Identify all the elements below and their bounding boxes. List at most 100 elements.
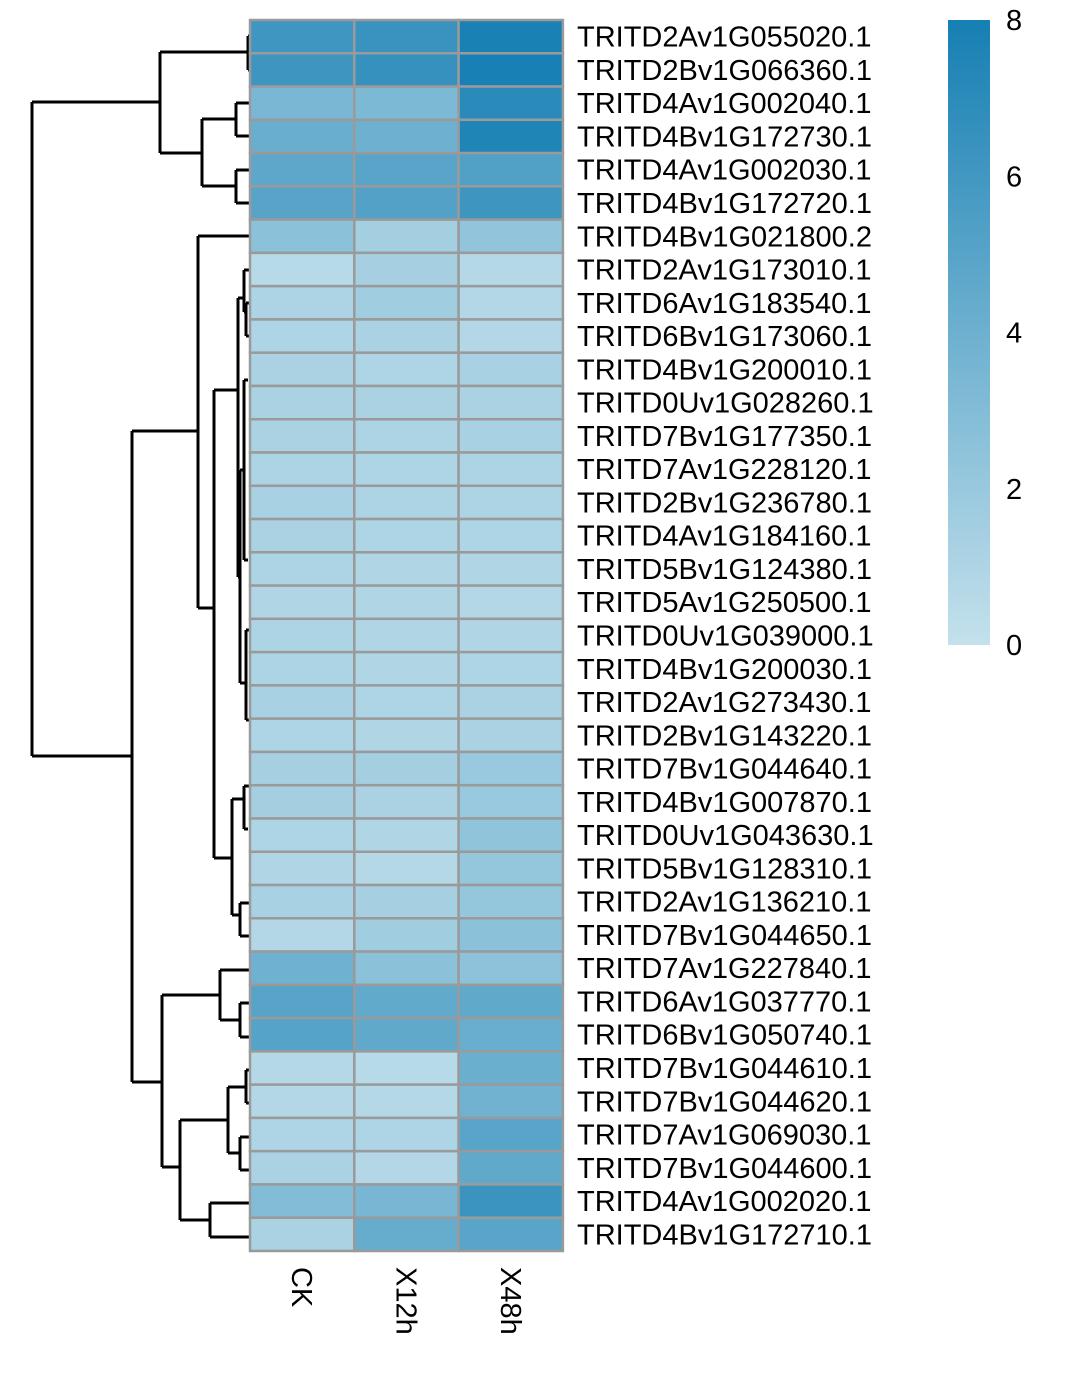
heatmap-cell: [353, 717, 460, 754]
heatmap-cell: [457, 584, 565, 621]
dendrogram-branch: [208, 1201, 250, 1239]
heatmap-cell: [457, 1183, 565, 1219]
heatmap-cell: [457, 850, 565, 887]
row-label: TRITD5Bv1G124380.1: [577, 554, 872, 586]
row-label: TRITD5Bv1G128310.1: [577, 853, 872, 885]
heatmap-cell: [353, 218, 460, 255]
heatmap-cell: [248, 417, 356, 454]
legend-tick-label: 2: [1006, 474, 1022, 506]
heatmap-cell: [457, 617, 565, 654]
heatmap-cell: [457, 384, 565, 421]
dendrogram-branch: [30, 100, 160, 758]
heatmap-cell: [248, 1050, 356, 1086]
row-label: TRITD7Av1G227840.1: [577, 953, 871, 985]
heatmap-cell: [353, 118, 460, 155]
heatmap-cell: [353, 1149, 460, 1186]
heatmap-cell: [457, 85, 565, 122]
row-label: TRITD6Av1G183540.1: [577, 288, 871, 320]
heatmap-cell: [248, 650, 356, 687]
heatmap-cell: [248, 1216, 356, 1253]
heatmap-cell: [457, 218, 565, 255]
column-label: X12h: [389, 1267, 421, 1335]
heatmap-cell: [248, 850, 356, 887]
dendrogram-branch: [226, 1085, 246, 1155]
heatmap-cell: [248, 983, 356, 1020]
row-label: TRITD4Av1G184160.1: [577, 521, 871, 553]
row-label: TRITD2Bv1G236780.1: [577, 487, 872, 519]
heatmap-cell: [457, 18, 565, 55]
heatmap-cell: [353, 517, 460, 554]
heatmap-cell: [353, 52, 460, 88]
heatmap-cell: [248, 617, 356, 654]
row-label: TRITD4Bv1G200030.1: [577, 654, 872, 686]
row-label: TRITD2Av1G055020.1: [577, 22, 871, 54]
dendrogram-branch: [234, 168, 250, 205]
row-labels: TRITD2Av1G055020.1TRITD2Bv1G066360.1TRIT…: [577, 22, 874, 1252]
heatmap-cell: [457, 185, 565, 221]
row-label: TRITD4Bv1G021800.2: [577, 221, 872, 253]
dendrogram-branch: [212, 388, 238, 860]
heatmap-cell: [353, 85, 460, 122]
row-label: TRITD4Bv1G172730.1: [577, 121, 872, 153]
heatmap-cell: [457, 750, 565, 787]
row-label: TRITD7Bv1G044600.1: [577, 1153, 872, 1185]
heatmap-cell: [457, 717, 565, 754]
row-dendrogram: [30, 34, 250, 1239]
heatmap-cell: [353, 417, 460, 454]
heatmap-cell: [353, 318, 460, 354]
row-label: TRITD7Av1G228120.1: [577, 454, 871, 486]
heatmap-cell: [248, 1083, 356, 1120]
heatmap-cell: [457, 1083, 565, 1120]
dendrogram-branch: [178, 1118, 228, 1222]
heatmap-cell: [353, 1216, 460, 1253]
heatmap-cell: [248, 151, 356, 188]
heatmap-cell: [248, 950, 356, 987]
heatmap-cell: [248, 318, 356, 354]
dendrogram-branch: [196, 234, 250, 610]
dendrogram-branch: [160, 993, 220, 1169]
row-label: TRITD2Av1G136210.1: [577, 887, 871, 919]
heatmap-cell: [457, 351, 565, 388]
row-label: TRITD7Bv1G044650.1: [577, 920, 872, 952]
heatmap-cell: [353, 551, 460, 587]
heatmap-cell: [457, 451, 565, 488]
dendrogram-branch: [238, 901, 250, 938]
heatmap-cell: [457, 1216, 565, 1253]
heatmap-cell: [353, 1083, 460, 1120]
dendrogram-branch: [230, 797, 244, 917]
heatmap-cell: [248, 484, 356, 521]
heatmap-cell: [353, 817, 460, 853]
heatmap-cell: [248, 384, 356, 421]
heatmap-cell: [457, 917, 565, 953]
heatmap-cell: [457, 1149, 565, 1186]
column-labels: CK X12h X48h: [285, 1267, 526, 1335]
row-label: TRITD2Av1G273430.1: [577, 687, 871, 719]
heatmap-cell: [457, 284, 565, 321]
heatmap-cell: [248, 284, 356, 321]
dendrogram-branch: [200, 117, 236, 188]
heatmap-cell: [353, 650, 460, 687]
heatmap-cell: [353, 1183, 460, 1219]
dendrogram-branch: [238, 1135, 250, 1172]
heatmap-cell: [457, 484, 565, 521]
heatmap-cell: [353, 284, 460, 321]
row-label: TRITD7Bv1G044620.1: [577, 1086, 872, 1118]
heatmap-cell: [353, 850, 460, 887]
dendrogram-branch: [130, 429, 198, 1084]
column-label: CK: [285, 1267, 317, 1308]
row-label: TRITD0Uv1G039000.1: [577, 621, 874, 653]
heatmap-cell: [353, 1050, 460, 1086]
heatmap-cell: [248, 18, 356, 55]
heatmap-cell: [353, 384, 460, 421]
row-label: TRITD7Bv1G177350.1: [577, 421, 872, 453]
heatmap-cell: [248, 218, 356, 255]
heatmap-cell: [248, 85, 356, 122]
heatmap-cell: [457, 52, 565, 88]
heatmap-cell: [353, 783, 460, 820]
row-label: TRITD4Bv1G007870.1: [577, 787, 872, 819]
row-label: TRITD4Bv1G172710.1: [577, 1219, 872, 1251]
heatmap-cell: [248, 1183, 356, 1219]
dendrogram-branch: [242, 378, 248, 562]
heatmap-cell: [457, 684, 565, 720]
